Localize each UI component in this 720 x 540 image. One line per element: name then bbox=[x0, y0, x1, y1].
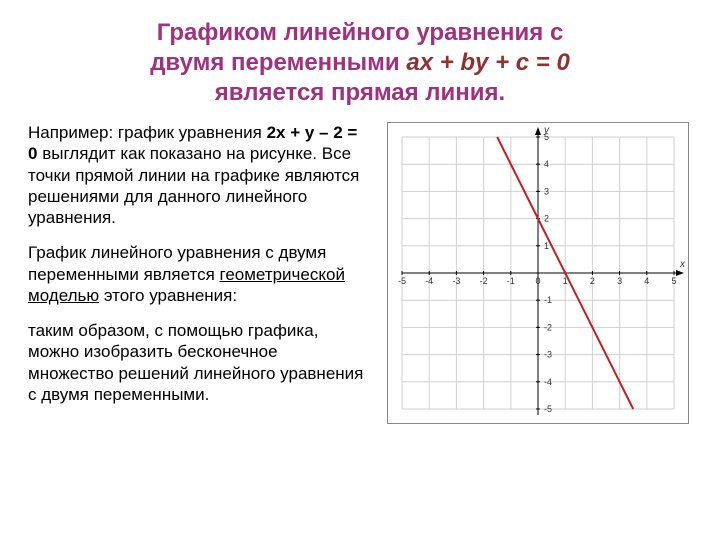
svg-text:3: 3 bbox=[544, 186, 549, 196]
svg-text:-2: -2 bbox=[480, 276, 488, 286]
svg-text:5: 5 bbox=[671, 276, 676, 286]
p2-text-2: этого уравнения: bbox=[99, 286, 237, 305]
paragraph-2: График линейного уравнения с двумя перем… bbox=[28, 242, 368, 306]
text-column: Например: график уравнения 2x + y – 2 = … bbox=[28, 122, 368, 424]
title-line-2: двумя переменными ax + by + c = 0 bbox=[28, 48, 692, 78]
body: Например: график уравнения 2x + y – 2 = … bbox=[28, 122, 692, 424]
svg-text:0: 0 bbox=[535, 276, 540, 286]
line-chart: -5-4-3-2-1012345-5-4-3-2-112345xy bbox=[387, 122, 689, 424]
svg-text:-5: -5 bbox=[544, 404, 552, 414]
svg-text:-3: -3 bbox=[544, 350, 552, 360]
svg-text:4: 4 bbox=[644, 276, 649, 286]
slide-title: Графиком линейного уравнения с двумя пер… bbox=[28, 18, 692, 108]
svg-text:2: 2 bbox=[590, 276, 595, 286]
chart-column: -5-4-3-2-1012345-5-4-3-2-112345xy bbox=[384, 122, 692, 424]
y-axis-label: y bbox=[543, 125, 550, 136]
svg-text:-5: -5 bbox=[398, 276, 406, 286]
title-line-3: является прямая линия. bbox=[28, 78, 692, 108]
x-axis-label: x bbox=[679, 259, 686, 270]
paragraph-1: Например: график уравнения 2x + y – 2 = … bbox=[28, 122, 368, 228]
svg-text:-1: -1 bbox=[507, 276, 515, 286]
paragraph-3: таким образом, с помощью графика, можно … bbox=[28, 320, 368, 405]
title-formula: ax + by + c = 0 bbox=[406, 49, 569, 76]
p3-text: таким образом, с помощью графика, можно … bbox=[28, 321, 363, 404]
svg-text:4: 4 bbox=[544, 159, 549, 169]
axes bbox=[402, 127, 684, 415]
p1-text-2: выглядит как показано на рисунке. Все то… bbox=[28, 144, 359, 227]
svg-text:-3: -3 bbox=[452, 276, 460, 286]
svg-text:-1: -1 bbox=[544, 295, 552, 305]
title-line-2-prefix: двумя переменными bbox=[150, 49, 406, 76]
svg-text:-4: -4 bbox=[425, 276, 433, 286]
title-line-1: Графиком линейного уравнения с bbox=[28, 18, 692, 48]
svg-text:-2: -2 bbox=[544, 322, 552, 332]
svg-text:-4: -4 bbox=[544, 377, 552, 387]
svg-text:2: 2 bbox=[544, 214, 549, 224]
p1-text-1: Например: график уравнения bbox=[28, 123, 267, 142]
svg-text:3: 3 bbox=[617, 276, 622, 286]
svg-text:1: 1 bbox=[544, 241, 549, 251]
slide: Графиком линейного уравнения с двумя пер… bbox=[0, 0, 720, 540]
